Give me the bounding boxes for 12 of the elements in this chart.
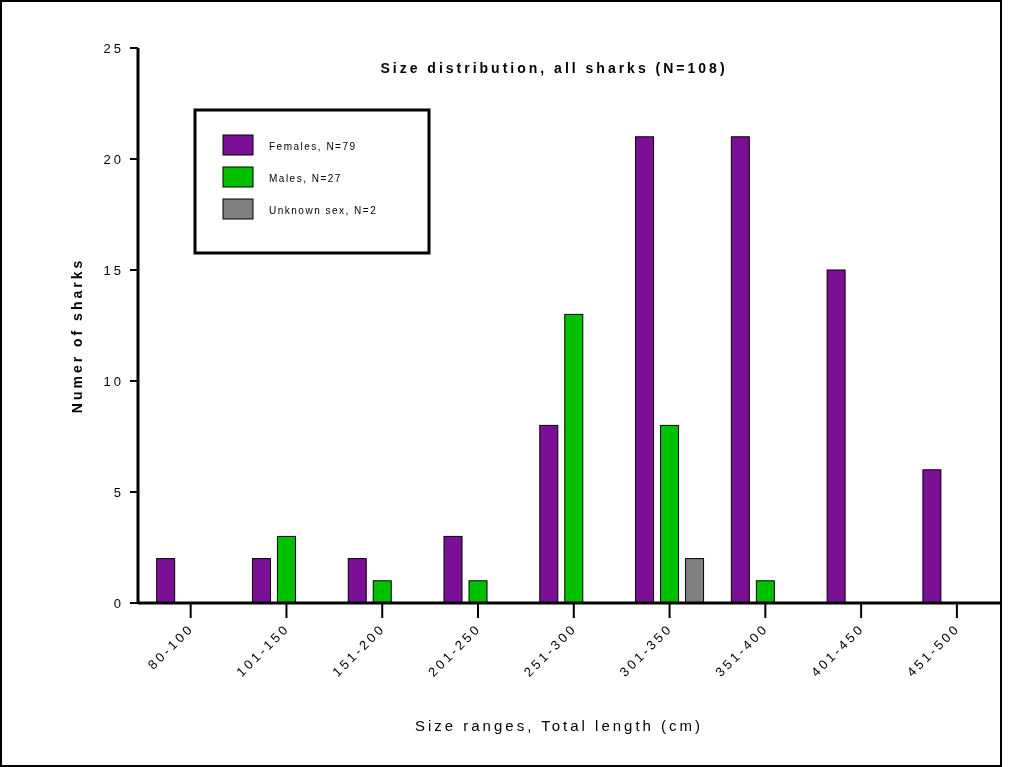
- y-tick-label: 0: [113, 596, 124, 611]
- legend-label: Unknown sex, N=2: [269, 205, 378, 216]
- legend-label: Females, N=79: [269, 141, 357, 152]
- y-axis-title: Numer of sharks: [69, 257, 85, 414]
- x-axis-title: Size ranges, Total length (cm): [414, 717, 704, 734]
- y-tick-label: 5: [113, 485, 124, 500]
- y-tick-label: 10: [103, 374, 124, 389]
- text: Size distribution, all sharks (N=108): [380, 60, 728, 76]
- y-tick-label: 20: [103, 152, 124, 167]
- y-tick-label: 25: [103, 41, 124, 56]
- y-tick-label: 15: [103, 263, 124, 278]
- legend-label: Males, N=27: [269, 173, 342, 184]
